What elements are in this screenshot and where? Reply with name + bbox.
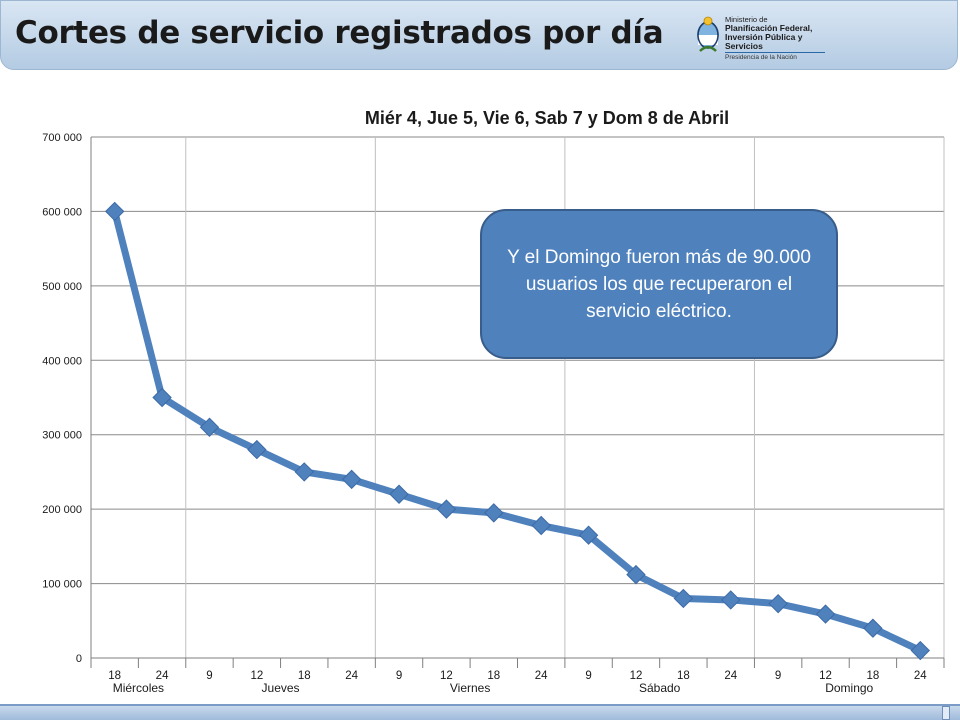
y-tick-label: 600 000: [42, 206, 82, 218]
x-tick-label: 9: [775, 670, 781, 682]
data-point-marker: [673, 588, 694, 609]
y-tick-label: 700 000: [42, 132, 82, 144]
x-tick-label: 12: [440, 670, 453, 682]
logo-line-3: Inversión Pública y Servicios: [725, 32, 803, 51]
x-tick-label: 18: [298, 670, 311, 682]
data-point-marker: [531, 515, 551, 536]
x-tick-label: 9: [206, 670, 212, 682]
y-tick-label: 200 000: [42, 504, 82, 516]
data-point-marker: [768, 593, 788, 614]
line-chart: Miér 4, Jue 5, Vie 6, Sab 7 y Dom 8 de A…: [42, 108, 945, 695]
x-tick-label: 24: [724, 670, 737, 682]
data-point-marker: [484, 503, 504, 523]
data-point-marker: [578, 525, 599, 545]
data-point-marker: [152, 387, 172, 408]
logo-line-4: Presidencia de la Nación: [725, 52, 825, 62]
day-label: Domingo: [825, 681, 873, 695]
data-point-marker: [104, 201, 125, 222]
data-point-marker: [815, 604, 836, 624]
y-tick-label: 0: [76, 653, 82, 665]
data-point-marker: [721, 590, 741, 610]
x-tick-label: 24: [345, 670, 358, 682]
data-point-marker: [863, 618, 883, 638]
x-tick-label: 18: [108, 670, 121, 682]
header-banner: Cortes de servicio registrados por día M…: [0, 0, 958, 70]
x-tick-label: 24: [914, 670, 927, 682]
data-point-marker: [199, 417, 220, 437]
ministry-logo: Ministerio de Planificación Federal, Inv…: [695, 15, 825, 61]
data-point-marker: [436, 499, 457, 519]
coat-of-arms-icon: [697, 16, 719, 52]
footer-tab: [942, 706, 950, 720]
x-tick-label: 9: [585, 670, 591, 682]
x-tick-label: 12: [250, 670, 263, 682]
day-label: Viernes: [450, 681, 490, 695]
y-tick-label: 100 000: [42, 579, 82, 591]
data-point-marker: [626, 564, 646, 585]
y-tick-label: 500 000: [42, 281, 82, 293]
page-title: Cortes de servicio registrados por día: [15, 15, 664, 51]
x-tick-label: 18: [487, 670, 500, 682]
x-tick-label: 9: [396, 670, 402, 682]
data-point-marker: [910, 640, 931, 661]
x-tick-label: 18: [867, 670, 880, 682]
data-point-marker: [341, 469, 362, 490]
day-label: Jueves: [262, 681, 300, 695]
data-point-marker: [247, 439, 267, 460]
chart-title: Miér 4, Jue 5, Vie 6, Sab 7 y Dom 8 de A…: [365, 108, 729, 128]
callout-note: Y el Domingo fueron más de 90.000 usuari…: [480, 209, 838, 359]
day-label: Sábado: [639, 681, 681, 695]
x-tick-label: 12: [630, 670, 643, 682]
day-label: Miércoles: [113, 681, 164, 695]
x-tick-label: 24: [535, 670, 548, 682]
footer-bar: [0, 704, 960, 720]
y-tick-label: 300 000: [42, 430, 82, 442]
y-tick-label: 400 000: [42, 355, 82, 367]
x-tick-label: 18: [677, 670, 690, 682]
logo-line-2: Planificación Federal,: [725, 23, 813, 33]
x-tick-label: 24: [156, 670, 169, 682]
data-point-marker: [294, 462, 314, 482]
data-point-marker: [389, 484, 409, 504]
logo-line-1: Ministerio de: [725, 15, 768, 24]
x-tick-label: 12: [819, 670, 832, 682]
